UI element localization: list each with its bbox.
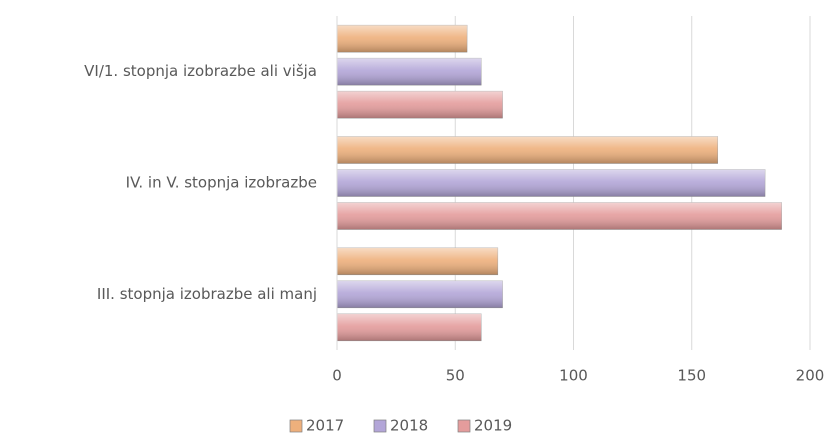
bar <box>336 202 782 230</box>
x-tick-label: 0 <box>332 367 342 385</box>
bar <box>336 57 482 86</box>
bar <box>336 136 719 164</box>
legend-swatch <box>457 419 471 433</box>
x-tick-label: 200 <box>796 367 825 385</box>
bar <box>336 90 503 119</box>
legend-swatch <box>289 419 303 433</box>
legend-label: 2018 <box>390 417 428 435</box>
y-tick-label: III. stopnja izobrazbe ali manj <box>97 285 317 303</box>
x-tick-label: 50 <box>446 367 465 385</box>
bar <box>336 280 503 309</box>
bar <box>336 24 468 53</box>
x-tick-label: 150 <box>677 367 706 385</box>
legend-label: 2017 <box>306 417 344 435</box>
x-tick-label: 100 <box>559 367 588 385</box>
y-tick-label: VI/1. stopnja izobrazbe ali višja <box>84 62 317 80</box>
bar <box>336 313 482 342</box>
y-tick-label: IV. in V. stopnja izobrazbe <box>126 174 317 192</box>
legend-swatch <box>373 419 387 433</box>
bar <box>336 169 766 197</box>
legend-label: 2019 <box>474 417 512 435</box>
bar <box>336 247 499 276</box>
